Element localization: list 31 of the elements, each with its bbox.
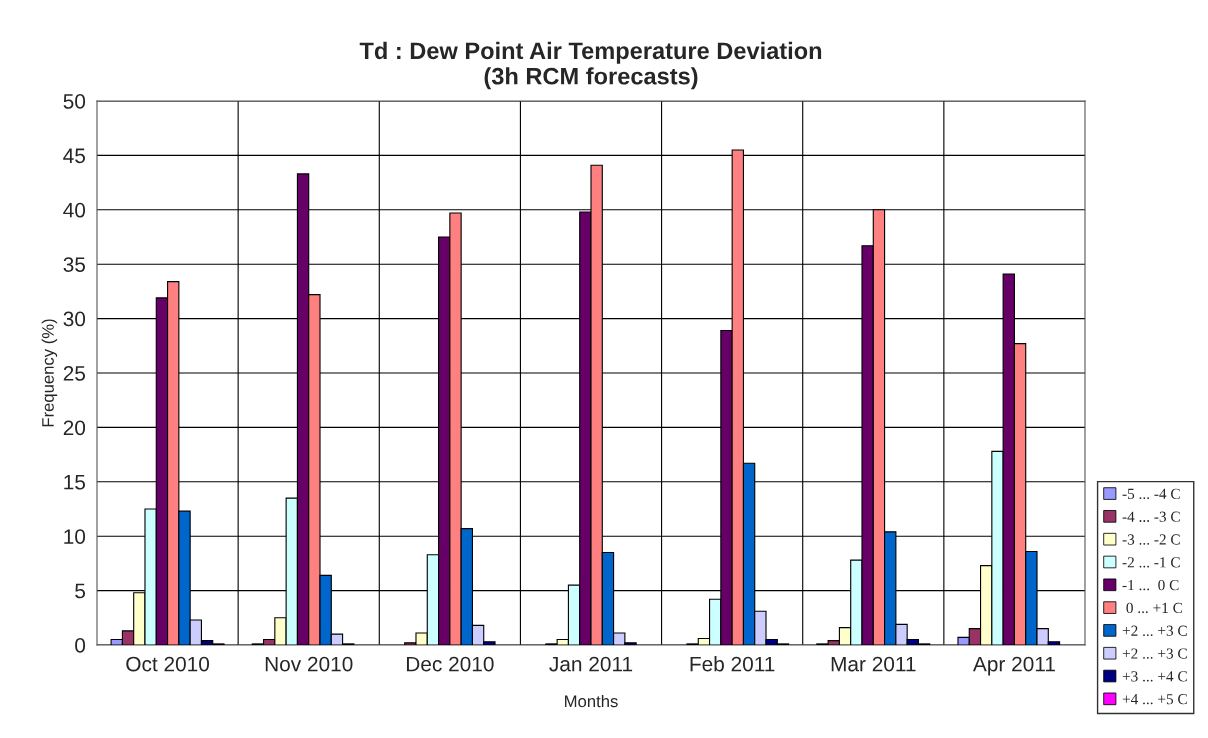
- legend-label: -4 ... -3 C: [1122, 511, 1180, 522]
- chart-title: Td : Dew Point Air Temperature Deviation (3h RCM forecasts): [359, 41, 822, 90]
- y-tick-label: 40: [63, 202, 86, 218]
- y-axis-title: Frequency (%): [41, 319, 58, 427]
- legend-label: -3 ... -2 C: [1122, 534, 1180, 545]
- y-tick-label: 30: [63, 311, 86, 327]
- x-tick-label: Feb 2011: [690, 656, 775, 672]
- x-tick-label: Jan 2011: [549, 656, 633, 672]
- y-tick-label: 15: [64, 475, 86, 490]
- x-axis-title: Months: [565, 694, 618, 708]
- legend-label: -2 ... -1 C: [1122, 557, 1180, 568]
- legend-label: +3 ... +4 C: [1122, 671, 1187, 682]
- x-tick-label: Apr 2011: [972, 656, 1055, 676]
- y-tick-label: 20: [63, 420, 86, 436]
- legend-label: -5 ... -4 C: [1122, 488, 1180, 500]
- x-tick-label: Oct 2010: [126, 656, 210, 672]
- y-tick-label: 25: [63, 366, 86, 381]
- y-tick-label: 0: [75, 638, 86, 653]
- x-tick-label: Nov 2010: [265, 656, 353, 672]
- x-tick-label: Mar 2011: [831, 656, 916, 672]
- legend-label: +4 ... +5 C: [1122, 694, 1187, 705]
- legend-label: -1 ... 0 C: [1122, 579, 1179, 591]
- legend-label: +2 ... +3 C: [1122, 648, 1187, 659]
- y-tick-label: 35: [63, 257, 86, 272]
- y-tick-label: 10: [64, 529, 86, 544]
- legend-label: 0 ... +1 C: [1126, 602, 1182, 614]
- x-tick-label: Dec 2010: [406, 656, 494, 672]
- y-tick-label: 45: [63, 148, 86, 164]
- legend-label: +2 ... +3 C: [1122, 625, 1187, 636]
- y-tick-label: 5: [75, 583, 86, 599]
- y-tick-label: 50: [63, 94, 86, 109]
